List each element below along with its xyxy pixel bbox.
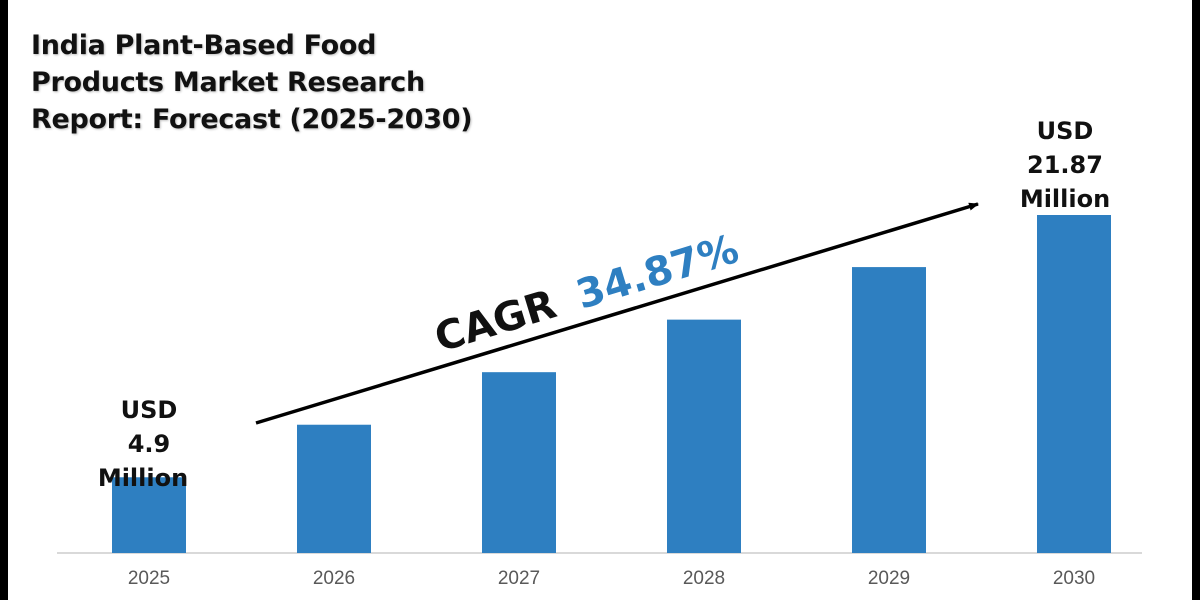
end-label-line-3: Million bbox=[1020, 185, 1110, 213]
x-tick-label-2030: 2030 bbox=[1053, 568, 1095, 589]
start-label-line-1: USD bbox=[121, 396, 178, 424]
bar-2028 bbox=[667, 319, 741, 553]
cagr-value: 34.87% bbox=[571, 226, 744, 318]
start-label-line-3: Million bbox=[98, 464, 188, 492]
chart-title-line-2: Products Market Research bbox=[31, 67, 425, 98]
chart-title: India Plant-Based Food Products Market R… bbox=[31, 27, 473, 138]
bar-2027 bbox=[482, 372, 556, 553]
chart-title-line-1: India Plant-Based Food bbox=[31, 30, 377, 61]
start-value-label: USD 4.9 Million bbox=[98, 396, 188, 492]
chart-title-line-3: Report: Forecast (2025-2030) bbox=[31, 104, 473, 135]
frame-left-border bbox=[0, 0, 8, 600]
x-tick-labels: 2025 2026 2027 2028 2029 2030 bbox=[128, 568, 1095, 589]
end-value-label: USD 21.87 Million bbox=[1020, 117, 1110, 213]
bars-group bbox=[112, 215, 1111, 553]
trend-arrow bbox=[255, 202, 979, 425]
x-tick-label-2029: 2029 bbox=[868, 568, 910, 589]
x-tick-label-2026: 2026 bbox=[313, 568, 355, 589]
bar-2029 bbox=[852, 267, 926, 553]
bar-2026 bbox=[297, 424, 371, 553]
bar-2030 bbox=[1037, 215, 1111, 553]
x-tick-label-2025: 2025 bbox=[128, 568, 170, 589]
bar-2025 bbox=[112, 477, 186, 553]
x-tick-label-2028: 2028 bbox=[683, 568, 725, 589]
end-label-line-1: USD bbox=[1037, 117, 1094, 145]
x-tick-label-2027: 2027 bbox=[498, 568, 540, 589]
start-label-line-2: 4.9 bbox=[128, 430, 171, 458]
end-label-line-2: 21.87 bbox=[1027, 151, 1103, 179]
frame-right-border bbox=[1192, 0, 1200, 600]
